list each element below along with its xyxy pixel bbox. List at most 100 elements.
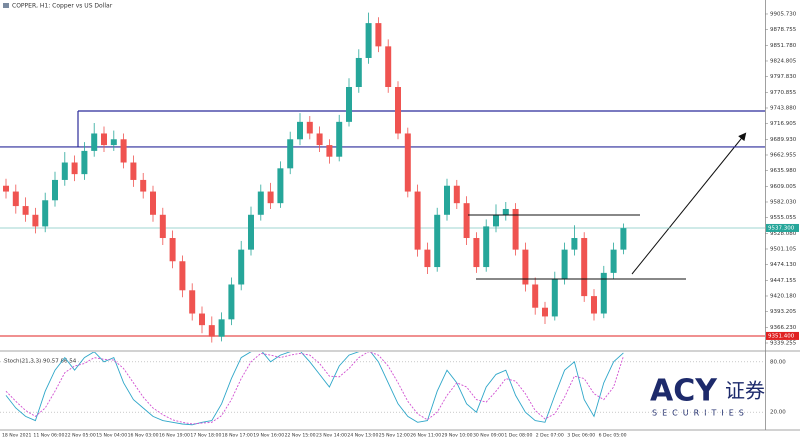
y-tick-label: 9662.955 xyxy=(770,152,797,158)
candle-body xyxy=(561,249,568,279)
stoch-area xyxy=(0,352,765,426)
candle-body xyxy=(532,284,539,308)
candle-body xyxy=(424,249,431,268)
x-tick-label: 6 Dec 05:00 xyxy=(599,433,627,439)
logo-sub: SECURITIES xyxy=(652,409,749,418)
candle-body xyxy=(493,214,499,227)
candle-body xyxy=(414,191,421,250)
candle-body xyxy=(365,23,372,58)
y-tick-label: 9447.155 xyxy=(770,278,797,284)
y-tick-label: 9824.805 xyxy=(770,58,797,64)
y-tick-label: 9420.180 xyxy=(770,293,797,299)
x-tick-label: 25 Nov 12:00 xyxy=(379,433,410,439)
candle-body xyxy=(277,168,284,204)
candle-body xyxy=(248,214,254,250)
logo-cn: 证券 xyxy=(725,379,765,403)
y-tick-label: 9528.080 xyxy=(770,231,797,237)
logo-brand: ACY xyxy=(650,374,718,409)
candle-body xyxy=(591,296,597,314)
candle-body xyxy=(444,185,450,215)
candle-body xyxy=(52,179,58,201)
candle-body xyxy=(287,139,294,169)
candle-body xyxy=(375,23,382,47)
y-tick-label: 9797.830 xyxy=(770,74,797,80)
candle-body xyxy=(395,87,401,134)
symbol-icon xyxy=(3,3,9,8)
candle-body xyxy=(581,238,588,297)
candle-body xyxy=(218,319,225,337)
candle-body xyxy=(3,185,9,192)
candle-body xyxy=(522,249,529,285)
candle-body xyxy=(385,46,392,88)
x-tick-label: 18 Nov 2021 xyxy=(2,433,31,439)
candle-body xyxy=(208,325,215,337)
x-tick-label: 24 Nov 13:00 xyxy=(347,433,378,439)
candle-body xyxy=(473,238,480,268)
candle-body xyxy=(355,57,362,88)
price-tag xyxy=(766,223,799,232)
candle-body xyxy=(91,133,98,151)
y-tick-label: 9609.005 xyxy=(770,184,797,190)
candle-body xyxy=(297,121,303,140)
alert-tag xyxy=(766,331,799,340)
candle-body xyxy=(404,133,411,192)
x-tick-label: 18 Nov 17:00 xyxy=(222,433,253,439)
x-tick-label: 15 Nov 04:00 xyxy=(96,433,127,439)
candle-body xyxy=(502,208,509,215)
candle-body xyxy=(434,214,441,268)
y-tick-label: 9366.230 xyxy=(770,325,797,331)
chart-title: COPPER, H1: Copper vs US Dollar xyxy=(12,3,113,10)
candle-body xyxy=(316,133,323,146)
candle-body xyxy=(169,238,176,262)
candle-body xyxy=(542,307,548,317)
candle-body xyxy=(306,121,313,134)
candle-body xyxy=(179,261,186,291)
logo: ACY 证券 SECURITIES xyxy=(650,374,765,418)
candle-body xyxy=(101,133,107,146)
candle-body xyxy=(120,139,127,163)
candle-body xyxy=(22,206,29,215)
candle-body xyxy=(71,162,78,175)
candle-body xyxy=(571,238,578,250)
y-tick-label: 9716.905 xyxy=(770,121,797,127)
candle-body xyxy=(61,162,68,180)
candle-body xyxy=(512,208,519,250)
candle-body xyxy=(130,162,137,180)
x-tick-label: 2 Dec 07:00 xyxy=(536,433,564,439)
x-tick-label: 3 Dec 06:00 xyxy=(567,433,595,439)
candle-body xyxy=(199,313,205,326)
y-tick-label: 9582.030 xyxy=(770,199,797,205)
stoch-tick-label: 20.00 xyxy=(770,410,786,416)
candle-body xyxy=(189,290,196,314)
y-tick-label: 9393.205 xyxy=(770,309,797,315)
y-tick-label: 9501.105 xyxy=(770,246,797,252)
y-tick-label: 9905.730 xyxy=(770,11,797,17)
y-tick-label: 9635.980 xyxy=(770,168,797,174)
y-tick-label: 9770.855 xyxy=(770,90,797,96)
x-tick-label: 17 Nov 18:00 xyxy=(190,433,221,439)
stoch-title: Stoch(21,3,3) 90.57 86.54 xyxy=(4,359,77,365)
candle-body xyxy=(453,185,460,204)
candle-body xyxy=(42,200,49,227)
stoch-line xyxy=(5,352,624,425)
candle-body xyxy=(620,228,627,250)
candle-body xyxy=(551,278,558,317)
y-tick-label: 9339.255 xyxy=(770,340,797,346)
candle-body xyxy=(159,214,166,239)
x-tick-label: 16 Nov 19:00 xyxy=(159,433,190,439)
trend-arrow xyxy=(631,132,747,275)
x-tick-label: 23 Nov 14:00 xyxy=(316,433,347,439)
candle-body xyxy=(336,121,343,157)
x-tick-label: 11 Nov 06:00 xyxy=(33,433,64,439)
candle-body xyxy=(12,191,19,207)
candle-body xyxy=(267,191,274,204)
y-tick-label: 9743.880 xyxy=(770,105,797,111)
x-tick-label: 1 Dec 08:00 xyxy=(504,433,532,439)
candle-body xyxy=(150,191,156,215)
candle-body xyxy=(346,87,352,122)
candle-body xyxy=(463,203,470,239)
candle-body xyxy=(483,226,490,268)
x-tick-label: 29 Nov 10:00 xyxy=(442,433,473,439)
